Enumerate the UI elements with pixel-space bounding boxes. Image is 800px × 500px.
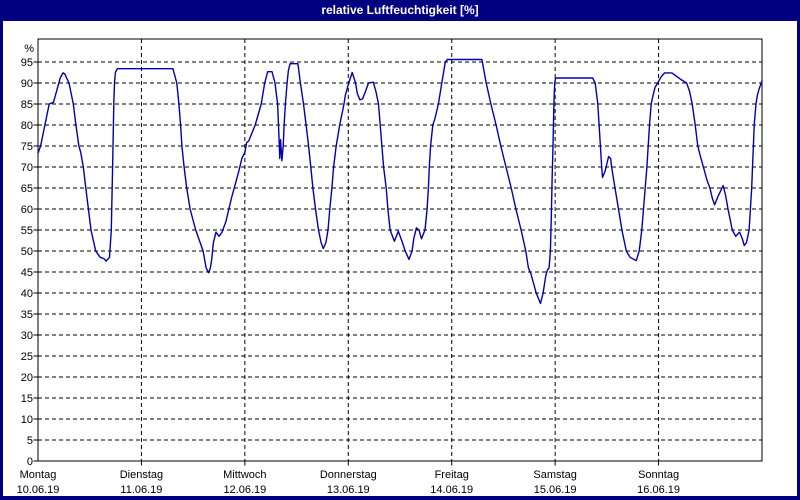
y-tick-label: 20: [21, 372, 33, 384]
day-date-label: 12.06.19: [223, 484, 266, 496]
y-axis-labels: 0 5 10 15 20 25 30 35 40 45 50 55 60 65 70 75 80 85 90 95%: [21, 43, 34, 468]
y-tick-label: 45: [21, 267, 33, 279]
day-name-label: Sonntag: [638, 469, 679, 481]
y-tick-label: 25: [21, 351, 33, 363]
y-tick-label: 65: [21, 183, 33, 195]
y-tick-label: 75: [21, 141, 33, 153]
y-tick-label: 95: [21, 57, 33, 69]
day-name-label: Mittwoch: [223, 469, 266, 481]
day-name-label: Dienstag: [120, 469, 163, 481]
y-tick-label: 35: [21, 309, 33, 321]
window-title: relative Luftfeuchtigkeit [%]: [321, 3, 479, 17]
window-title-bar: relative Luftfeuchtigkeit [%]: [0, 0, 800, 21]
chart-svg: 0 5 10 15 20 25 30 35 40 45 50 55 60 65 70 75 80 85 90 95% M…: [17, 38, 763, 496]
y-tick-label: 55: [21, 225, 33, 237]
y-tick-label: 15: [21, 393, 33, 405]
y-tick-label: 90: [21, 78, 33, 90]
y-tick-label: 40: [21, 288, 33, 300]
y-tick-label: 30: [21, 330, 33, 342]
y-tick-label: 10: [21, 414, 33, 426]
y-tick-label: 0: [27, 456, 33, 468]
y-grid-group: [33, 61, 762, 462]
y-tick-label: 80: [21, 120, 33, 132]
chart-area: 0 5 10 15 20 25 30 35 40 45 50 55 60 65 70 75 80 85 90 95% M…: [3, 21, 797, 496]
y-axis-unit-label: %: [24, 43, 34, 55]
y-tick-label: 60: [21, 204, 33, 216]
day-date-label: 15.06.19: [534, 484, 577, 496]
x-axis-labels: Montag 10.06.19 Dienstag 11.06.19 Mittwoch 12…: [17, 469, 680, 496]
x-grid-group: [140, 39, 660, 466]
day-date-label: 14.06.19: [430, 484, 473, 496]
day-date-label: 11.06.19: [120, 484, 162, 496]
day-date-label: 16.06.19: [637, 484, 680, 496]
y-tick-label: 85: [21, 99, 33, 111]
y-tick-label: 70: [21, 162, 33, 174]
day-name-label: Freitag: [435, 469, 469, 481]
humidity-line: [37, 58, 763, 305]
day-date-label: 10.06.19: [17, 484, 60, 496]
day-name-label: Samstag: [533, 469, 576, 481]
y-tick-label: 5: [27, 435, 33, 447]
plot-frame: [37, 38, 763, 462]
day-date-label: 13.06.19: [327, 484, 370, 496]
y-tick-label: 50: [21, 246, 33, 258]
day-name-label: Montag: [20, 469, 57, 481]
day-name-label: Donnerstag: [320, 469, 377, 481]
